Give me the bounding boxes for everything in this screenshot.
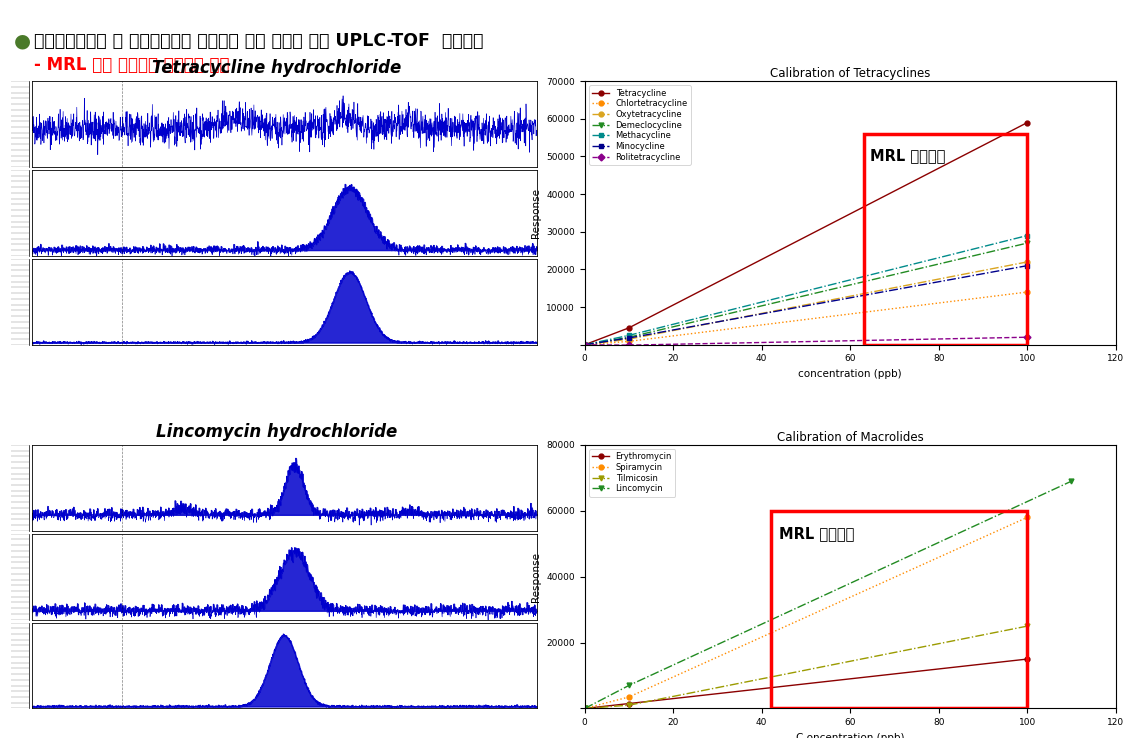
Minocycline xyxy=(622,334,636,342)
Methacycline xyxy=(622,331,636,339)
Lincomycin xyxy=(622,681,636,690)
Line: Tetracycline: Tetracycline xyxy=(583,120,1030,347)
Bar xyxy=(863,134,1027,345)
Erythromycin xyxy=(578,704,592,713)
Chlortetracycline xyxy=(578,340,592,349)
Oxytetracycline xyxy=(578,340,592,349)
Line: Demeclocycline: Demeclocycline xyxy=(583,241,1030,347)
Line: Methacycline: Methacycline xyxy=(583,233,1030,347)
Y-axis label: Response: Response xyxy=(531,188,541,238)
Oxytetracycline xyxy=(622,334,636,343)
Spiramycin xyxy=(1020,513,1033,522)
Title: Calibration of Macrolides: Calibration of Macrolides xyxy=(777,431,924,444)
Tetracycline xyxy=(622,323,636,332)
Erythromycin xyxy=(1020,655,1033,663)
Demeclocycline xyxy=(622,333,636,342)
Chlortetracycline xyxy=(1020,288,1033,297)
Text: - MRL 농도 이내에서 동시분석 가능: - MRL 농도 이내에서 동시분석 가능 xyxy=(34,56,229,74)
X-axis label: C oncentration (ppb): C oncentration (ppb) xyxy=(796,733,905,738)
Tetracycline xyxy=(578,340,592,349)
Line: Chlortetracycline: Chlortetracycline xyxy=(583,289,1030,347)
Legend: Tetracycline, Chlortetracycline, Oxytetracycline, Demeclocycline, Methacycline, : Tetracycline, Chlortetracycline, Oxytetr… xyxy=(589,86,691,165)
Line: Rolitetracycline: Rolitetracycline xyxy=(583,335,1030,348)
Line: Oxytetracycline: Oxytetracycline xyxy=(583,260,1030,347)
Text: Lincomycin hydrochloride: Lincomycin hydrochloride xyxy=(157,423,398,441)
X-axis label: concentration (ppb): concentration (ppb) xyxy=(798,369,902,379)
Minocycline xyxy=(1020,261,1033,270)
Chlortetracycline xyxy=(622,337,636,346)
Y-axis label: Response: Response xyxy=(531,552,541,601)
Methacycline xyxy=(578,340,592,349)
Line: Tilmicosin: Tilmicosin xyxy=(583,624,1030,711)
Text: ●: ● xyxy=(14,31,30,50)
Rolitetracycline xyxy=(1020,333,1033,342)
Line: Minocycline: Minocycline xyxy=(583,263,1030,347)
Tilmicosin xyxy=(622,701,636,710)
Rolitetracycline xyxy=(622,341,636,350)
Tetracycline xyxy=(1020,118,1033,127)
Spiramycin xyxy=(622,692,636,701)
Text: Tetracycline hydrochloride: Tetracycline hydrochloride xyxy=(152,60,401,77)
Lincomycin xyxy=(1065,477,1079,486)
Bar xyxy=(771,511,1027,708)
Methacycline xyxy=(1020,231,1033,240)
Minocycline xyxy=(578,340,592,349)
Tilmicosin xyxy=(1020,621,1033,630)
Line: Erythromycin: Erythromycin xyxy=(583,657,1030,711)
Text: MRL 검출범위: MRL 검출범위 xyxy=(870,148,946,164)
Text: 테트라싸이클린 및 마크로라이드 항생물질 동시 분석을 위해 UPLC-TOF  분석실시: 테트라싸이클린 및 마크로라이드 항생물질 동시 분석을 위해 UPLC-TOF… xyxy=(34,32,483,49)
Oxytetracycline xyxy=(1020,258,1033,266)
Line: Lincomycin: Lincomycin xyxy=(583,479,1074,711)
Demeclocycline xyxy=(1020,238,1033,247)
Lincomycin xyxy=(578,704,592,713)
Title: Calibration of Tetracyclines: Calibration of Tetracyclines xyxy=(770,67,931,80)
Erythromycin xyxy=(622,699,636,708)
Line: Spiramycin: Spiramycin xyxy=(583,515,1030,711)
Legend: Erythromycin, Spiramycin, Tilmicosin, Lincomycin: Erythromycin, Spiramycin, Tilmicosin, Li… xyxy=(589,449,675,497)
Demeclocycline xyxy=(578,340,592,349)
Spiramycin xyxy=(578,704,592,713)
Tilmicosin xyxy=(578,704,592,713)
Rolitetracycline xyxy=(578,340,592,349)
Text: MRL 검출범위: MRL 검출범위 xyxy=(780,527,854,542)
